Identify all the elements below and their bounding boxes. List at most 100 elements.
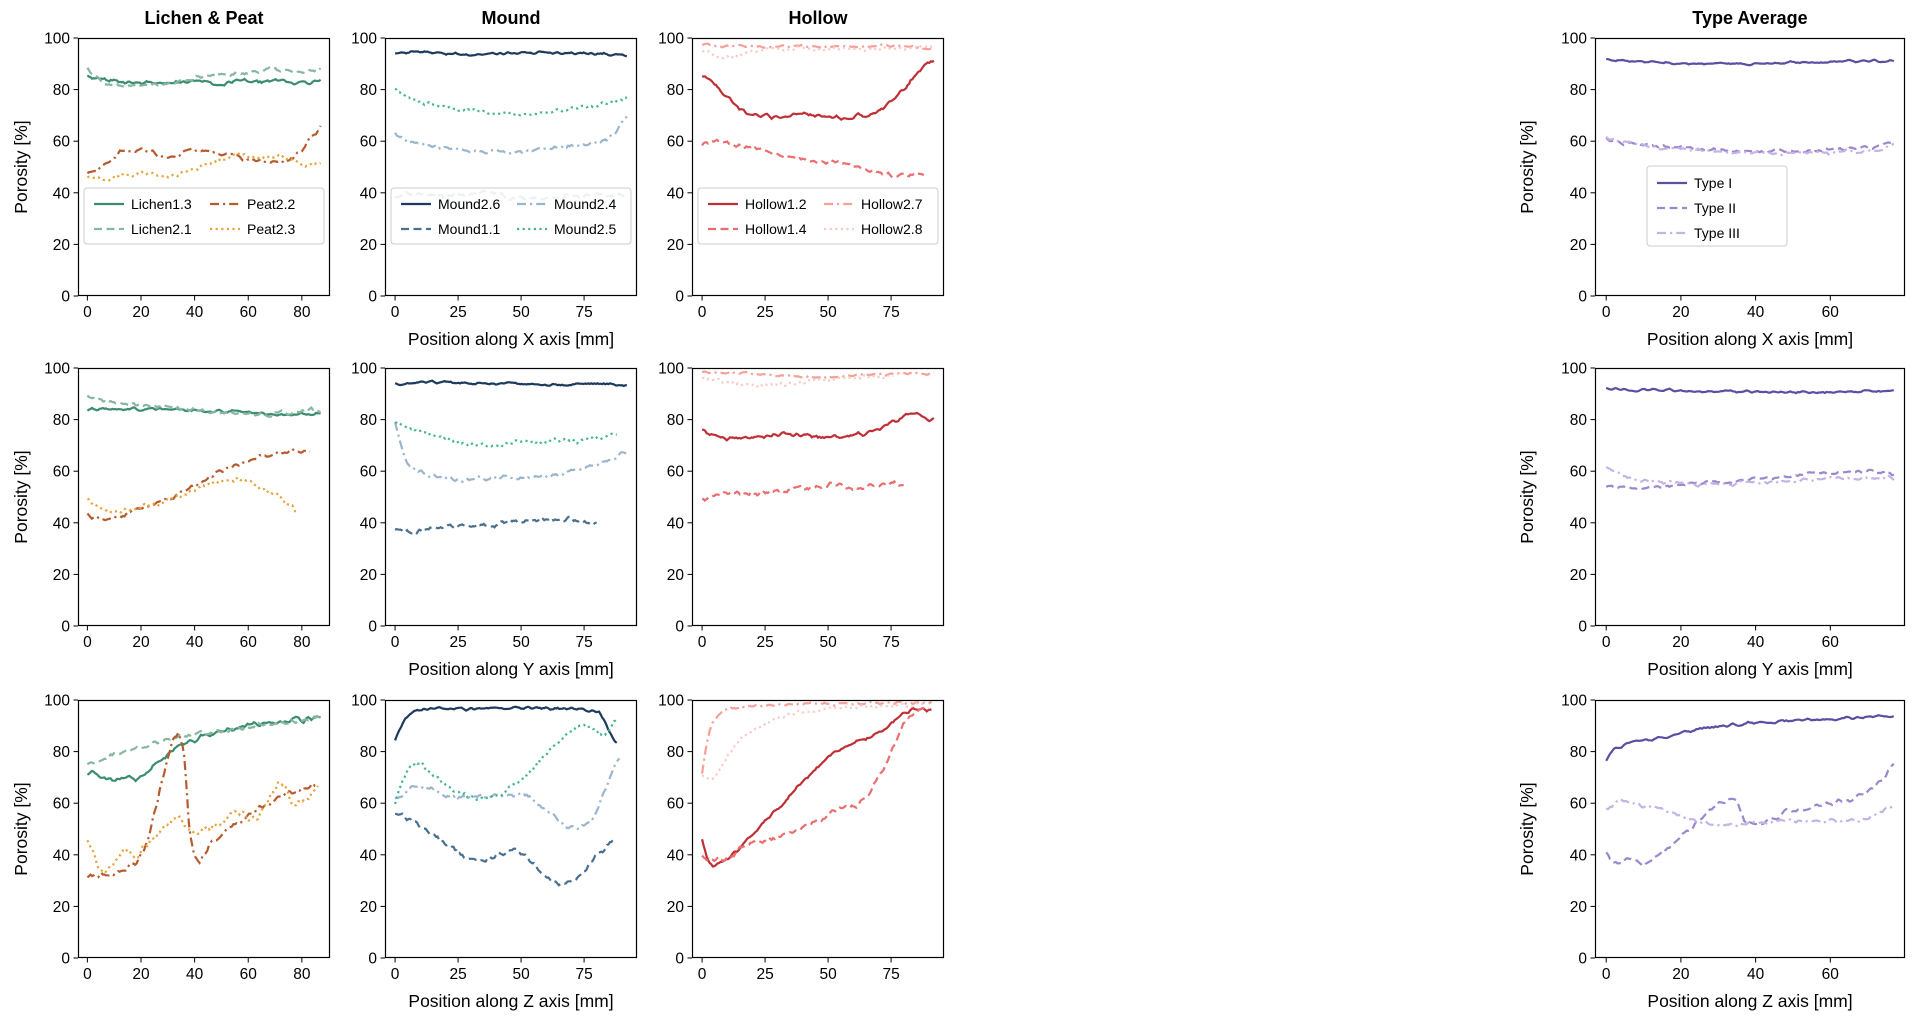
series-Lichen1.3 xyxy=(86,74,322,87)
x-tick-label: 75 xyxy=(882,304,899,321)
x-tick-label: 60 xyxy=(240,966,258,983)
series-Type I xyxy=(1606,57,1895,67)
x-tick-label: 50 xyxy=(819,634,837,651)
series-Mound2.4 xyxy=(394,421,628,483)
type-average-x-plot: 0 20 40 60 0 20 40 60 80 100 Type I Type II Type III xyxy=(1561,31,1906,321)
series-Mound2.6 xyxy=(394,379,627,388)
legend-label-Type II: Type II xyxy=(1694,200,1736,216)
y-tick-label: 60 xyxy=(360,134,378,151)
series-Hollow1.2 xyxy=(701,59,935,121)
x-tick-label: 80 xyxy=(293,304,311,321)
type-average-y-plot: 0 20 40 60 0 20 40 60 80 100 xyxy=(1561,361,1906,651)
y-tick-label: 80 xyxy=(53,412,71,429)
x-tick-label: 0 xyxy=(83,966,92,983)
y-tick-label: 60 xyxy=(667,464,685,481)
y-tick-label: 60 xyxy=(53,796,71,813)
legend: Lichen1.3 Lichen2.1 Peat2.2 Peat2.3 xyxy=(83,187,325,245)
hollow-y-plot: 0 25 50 75 0 20 40 60 80 100 xyxy=(658,361,945,651)
y-tick-label: 0 xyxy=(61,619,70,636)
y-tick-label: 0 xyxy=(368,619,377,636)
panel-mound-x: 0 25 50 75 0 20 40 60 80 100 Mound2.6 Mound1.1 Mound… xyxy=(351,31,638,321)
series-Type III xyxy=(1605,135,1895,157)
y-tick-label: 80 xyxy=(53,744,71,761)
y-tick-label: 60 xyxy=(360,464,378,481)
y-tick-label: 20 xyxy=(360,899,378,916)
y-tick-label: 80 xyxy=(1570,412,1588,429)
y-tick-label: 20 xyxy=(53,567,71,584)
x-tick-label: 0 xyxy=(83,304,92,321)
legend-label-Hollow1.4: Hollow1.4 xyxy=(745,221,807,237)
legend-label-Peat2.3: Peat2.3 xyxy=(247,221,295,237)
y-tick-label: 100 xyxy=(351,361,377,378)
x-tick-label: 25 xyxy=(756,966,773,983)
y-tick-label: 40 xyxy=(1570,515,1588,532)
series-Peat2.2 xyxy=(86,447,311,522)
series-Mound1.1 xyxy=(394,812,615,887)
legend-box xyxy=(1646,165,1788,247)
panel-lichen-peat-y: 0 20 40 60 80 0 20 40 60 80 100 xyxy=(44,361,331,651)
y-tick-label: 100 xyxy=(351,31,377,48)
y-tick-label: 20 xyxy=(53,237,71,254)
series-Type II xyxy=(1605,762,1895,868)
axes-frame xyxy=(384,367,638,627)
plot-bg xyxy=(692,368,944,626)
series-Lichen2.1 xyxy=(86,715,321,766)
panel-title-type-average: Type Average xyxy=(1692,8,1808,28)
plot-bg xyxy=(78,38,330,296)
lichen-peat-x-plot: 0 20 40 60 80 0 20 40 60 80 100 Lichen1.3 Lichen2.1 P… xyxy=(44,31,331,321)
x-tick-label: 75 xyxy=(882,966,899,983)
y-tick-label: 40 xyxy=(53,185,71,202)
x-tick-label: 0 xyxy=(698,634,707,651)
type-average-z-plot: 0 20 40 60 0 20 40 60 80 100 xyxy=(1561,693,1906,983)
panel-lichen-peat-x: 0 20 40 60 80 0 20 40 60 80 100 Lichen1.3 Lichen2.1 P… xyxy=(44,31,331,321)
y-tick-label: 80 xyxy=(667,412,685,429)
panel-title-mound: Mound xyxy=(481,8,541,28)
y-tick-label: 100 xyxy=(44,31,70,48)
y-axis-label-row3-right: Porosity [%] xyxy=(1517,782,1537,876)
x-tick-label: 60 xyxy=(1822,634,1840,651)
y-tick-label: 20 xyxy=(1570,567,1588,584)
y-tick-label: 80 xyxy=(360,744,378,761)
legend-box xyxy=(697,187,939,245)
x-tick-label: 20 xyxy=(132,966,150,983)
legend-label-Type III: Type III xyxy=(1694,225,1740,241)
panel-type-average-y: 0 20 40 60 0 20 40 60 80 100 xyxy=(1561,361,1906,651)
axes-frame xyxy=(691,367,945,627)
legend: Mound2.6 Mound1.1 Mound2.4 Mound2.5 xyxy=(390,187,632,245)
series-Hollow2.7 xyxy=(701,370,934,380)
axes-frame xyxy=(1594,699,1906,959)
y-tick-label: 0 xyxy=(675,289,684,306)
y-tick-label: 80 xyxy=(667,744,685,761)
y-tick-label: 0 xyxy=(61,951,70,968)
y-tick-label: 40 xyxy=(360,847,378,864)
legend-label-Lichen1.3: Lichen1.3 xyxy=(131,196,192,212)
x-tick-label: 20 xyxy=(1672,304,1690,321)
y-tick-label: 0 xyxy=(1578,951,1587,968)
axes-frame xyxy=(691,699,945,959)
series-Peat2.2 xyxy=(86,730,319,879)
y-tick-label: 0 xyxy=(675,619,684,636)
series-Type III xyxy=(1605,466,1895,488)
series-Lichen2.1 xyxy=(86,394,321,418)
x-tick-label: 75 xyxy=(575,966,592,983)
series-Mound2.6 xyxy=(394,50,628,58)
x-tick-label: 50 xyxy=(512,634,530,651)
axes-frame xyxy=(77,367,331,627)
y-tick-label: 80 xyxy=(667,82,685,99)
y-tick-label: 0 xyxy=(368,951,377,968)
x-tick-label: 0 xyxy=(1602,966,1611,983)
y-tick-label: 40 xyxy=(667,515,685,532)
y-tick-label: 0 xyxy=(1578,289,1587,306)
y-tick-label: 100 xyxy=(658,31,684,48)
x-tick-label: 25 xyxy=(449,304,466,321)
x-tick-label: 0 xyxy=(391,966,400,983)
x-tick-label: 80 xyxy=(293,634,311,651)
x-axis-label-row2-mound: Position along Y axis [mm] xyxy=(408,659,614,679)
plot-bg xyxy=(692,38,944,296)
legend-label-Hollow2.8: Hollow2.8 xyxy=(861,221,923,237)
legend-label-Type I: Type I xyxy=(1694,175,1732,191)
series-Hollow1.4 xyxy=(701,706,929,863)
y-tick-label: 20 xyxy=(53,899,71,916)
x-tick-label: 40 xyxy=(1747,634,1765,651)
